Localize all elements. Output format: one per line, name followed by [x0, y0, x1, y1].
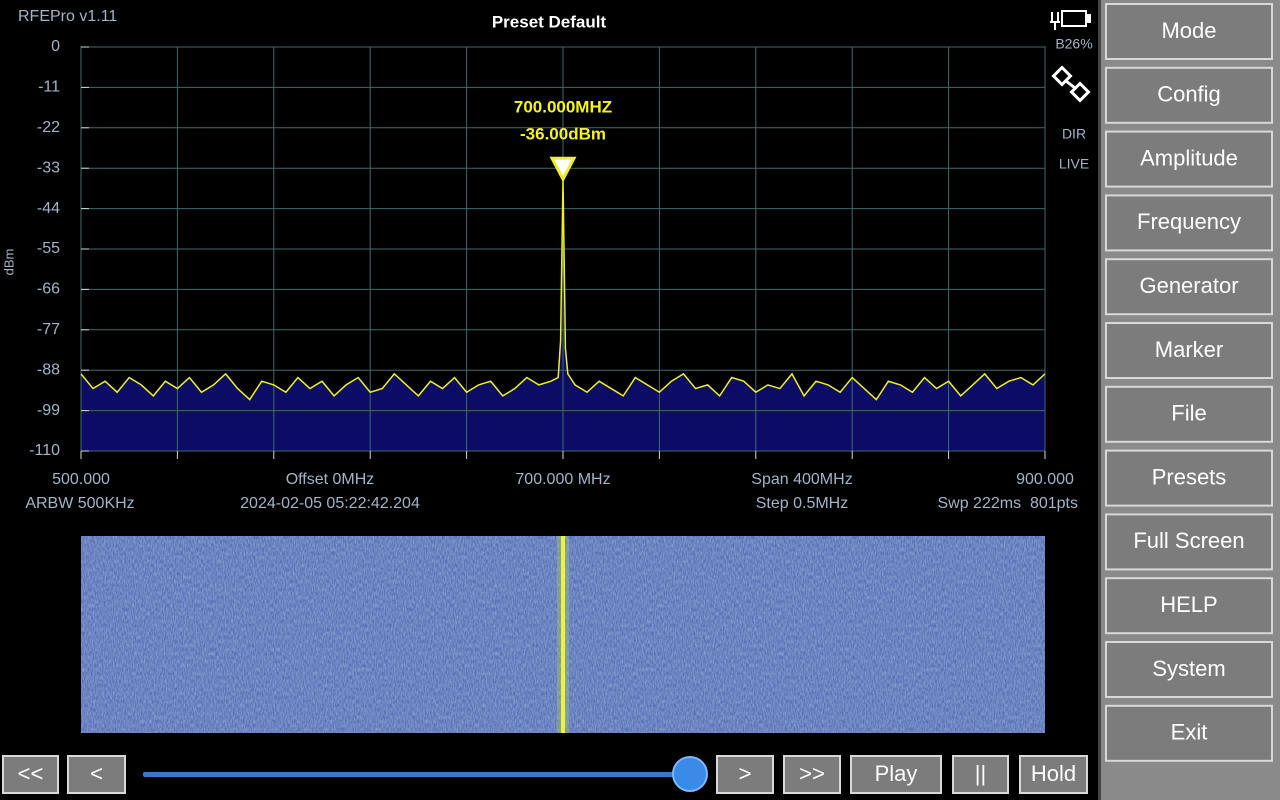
menu-button[interactable] [1105, 3, 1273, 60]
step: Step 0.5MHz [756, 495, 848, 512]
sweep: Swp 222ms 801pts [937, 495, 1078, 512]
y-tick-label: 0 [51, 38, 60, 55]
y-tick-label: -88 [37, 361, 60, 378]
playback-button-label[interactable]: >> [799, 761, 825, 786]
menu-button-label[interactable]: Full Screen [1133, 528, 1244, 553]
menu-button[interactable] [1105, 66, 1273, 124]
playback-button[interactable] [67, 755, 126, 794]
menu-button[interactable] [1105, 449, 1273, 507]
timestamp: 2024-02-05 05:22:42.204 [240, 495, 420, 512]
menu-button[interactable] [1105, 385, 1273, 443]
playback-button-label[interactable]: Hold [1031, 761, 1076, 786]
x-tick-label: 500.000 [52, 471, 110, 488]
menu-button-label[interactable]: Frequency [1137, 209, 1241, 234]
slider-thumb[interactable] [672, 756, 708, 792]
menu-button-label[interactable]: Presets [1152, 464, 1227, 489]
marker-level: -36.00dBm [520, 124, 606, 143]
menu-button[interactable] [1105, 704, 1273, 762]
menu-button[interactable] [1105, 322, 1273, 379]
chart-title: Preset Default [492, 12, 607, 31]
menu-button-label[interactable]: System [1152, 656, 1225, 681]
menu-button-label[interactable]: Config [1157, 82, 1221, 107]
marker [549, 156, 577, 183]
playback-button-label[interactable]: > [739, 761, 752, 786]
playback-button[interactable] [1019, 755, 1088, 794]
y-tick-label: -99 [37, 402, 60, 419]
battery-icon [1050, 10, 1091, 30]
menu-button-label[interactable]: Amplitude [1140, 145, 1238, 170]
y-tick-label: -11 [38, 79, 60, 96]
menu-button-label[interactable]: Generator [1139, 273, 1238, 298]
mode-live: LIVE [1059, 156, 1089, 172]
menu-button-label[interactable]: HELP [1160, 592, 1217, 617]
playback-button[interactable] [716, 755, 774, 794]
y-tick-label: -55 [37, 240, 60, 257]
offset: Offset 0MHz [286, 471, 375, 488]
y-tick-label: -44 [37, 200, 60, 217]
menu-button[interactable] [1105, 641, 1273, 698]
x-tick-label: 700.000 MHz [515, 471, 610, 488]
menu-button[interactable] [1105, 258, 1273, 316]
connection-icon [1051, 65, 1091, 103]
menu-button-label[interactable]: Mode [1161, 18, 1216, 43]
rbw: ARBW 500KHz [25, 495, 134, 512]
playback-button-label[interactable]: Play [875, 761, 918, 786]
menu-button-label[interactable]: Exit [1171, 720, 1208, 745]
y-tick-label: -66 [37, 281, 60, 298]
playback-button[interactable] [952, 755, 1009, 794]
playback-button[interactable] [783, 755, 841, 794]
x-tick-label: 900.000 [1016, 471, 1074, 488]
waterfall-signal [561, 536, 565, 733]
slider-track[interactable] [143, 772, 693, 777]
mode-dir: DIR [1062, 126, 1086, 142]
menu-button[interactable] [1105, 194, 1273, 252]
y-tick-label: -22 [37, 119, 60, 136]
playback-button-label[interactable]: < [90, 761, 103, 786]
menu-button-label[interactable]: File [1171, 401, 1206, 426]
playback-button[interactable] [850, 755, 942, 794]
marker-freq: 700.000MHZ [514, 97, 612, 116]
y-tick-label: -33 [37, 159, 60, 176]
app-version: RFEPro v1.11 [18, 8, 117, 25]
y-axis-label: dBm [1, 249, 16, 276]
menu-button[interactable] [1105, 577, 1273, 635]
menu-button[interactable] [1105, 130, 1273, 188]
menu-button-label[interactable]: Marker [1155, 337, 1223, 362]
span: Span 400MHz [751, 471, 852, 488]
playback-button[interactable] [2, 755, 59, 794]
y-tick-label: -77 [37, 321, 60, 338]
playback-button-label[interactable]: << [18, 761, 44, 786]
menu-button[interactable] [1105, 513, 1273, 571]
menu-divider [1098, 0, 1101, 800]
playback-button-label[interactable]: || [975, 761, 986, 786]
y-tick-label: -110 [29, 442, 60, 459]
battery-level: B26% [1055, 36, 1092, 52]
